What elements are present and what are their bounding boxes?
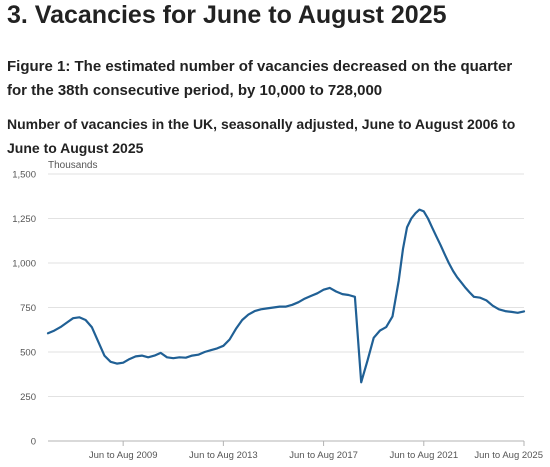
x-tick-label: Jun to Aug 2021 [389, 450, 458, 461]
y-tick-label: 250 [20, 392, 36, 403]
vacancies-series-line [46, 208, 526, 384]
y-tick-label: 1,500 [12, 170, 36, 181]
gridlines [48, 173, 525, 446]
y-tick-label: 750 [20, 303, 36, 314]
figure-title: Figure 1: The estimated number of vacanc… [7, 58, 513, 99]
x-tick-label: Jun to Aug 2009 [89, 450, 158, 461]
x-tick-label: Jun to Aug 2025 [474, 450, 543, 461]
y-tick-label: 1,000 [12, 259, 36, 270]
chart-subtitle: Number of vacancies in the UK, seasonall… [7, 116, 516, 156]
axis-labels: 0 250 500 750 1,000 1,250 1,500 Thousands Jun to… [12, 160, 543, 461]
section-heading: 3. Vacancies for June to August 2025 [7, 1, 447, 29]
y-tick-label: 1,250 [12, 214, 36, 225]
series-layer [46, 208, 526, 384]
x-tick-label: Jun to Aug 2017 [289, 450, 358, 461]
x-tick-label: Jun to Aug 2013 [189, 450, 258, 461]
y-tick-label: 0 [31, 437, 36, 448]
y-tick-label: 500 [20, 348, 36, 359]
y-unit-label: Thousands [48, 160, 97, 171]
